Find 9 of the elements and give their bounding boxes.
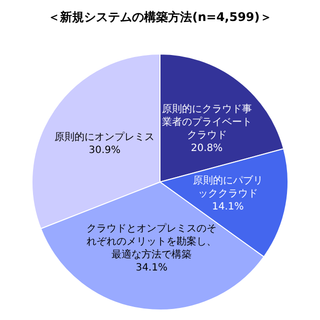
data-label: 30.9% (88, 145, 121, 156)
slice-label: 原則的にクラウド事業者のプライベートクラウド (162, 102, 252, 141)
data-label: 20.8% (190, 142, 223, 154)
chart-title: ＜新規システムの構築方法(n=4,599)＞ (48, 10, 272, 24)
slice-label: クラウドとオンプレミスのそれぞれのメリットを勘案し、最適な方法で構築 (86, 222, 217, 260)
slice-label: 原則的にパブリッククラウド (192, 174, 263, 200)
slice-label: 原則的にオンプレミス (54, 131, 155, 144)
data-label: 14.1% (212, 202, 244, 213)
data-label: 34.1% (136, 262, 168, 274)
